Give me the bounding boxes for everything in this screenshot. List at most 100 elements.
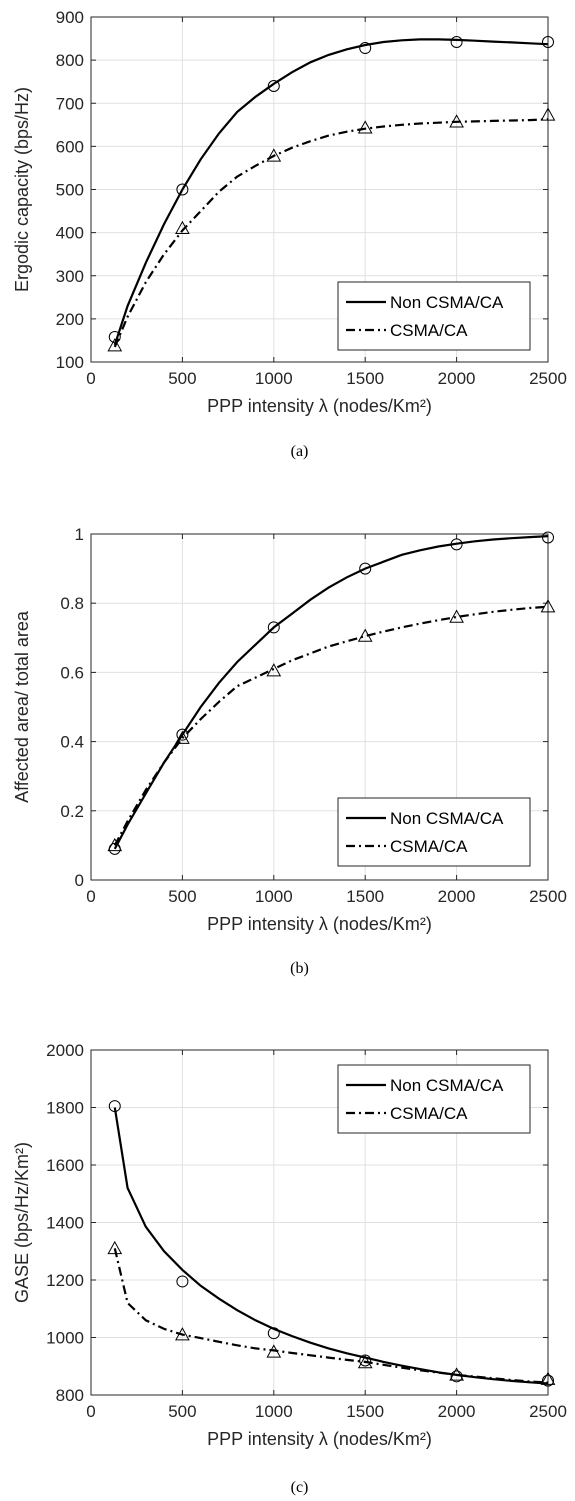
data-point-triangle — [540, 1371, 556, 1385]
x-tick-label: 2000 — [438, 369, 476, 388]
x-axis-label: PPP intensity λ (nodes/Km²) — [207, 1429, 432, 1449]
data-point-triangle — [449, 1367, 464, 1381]
x-axis-label: PPP intensity λ (nodes/Km²) — [207, 396, 432, 416]
data-point-circle — [267, 80, 280, 92]
y-tick-label: 0 — [75, 871, 84, 890]
data-point-triangle — [107, 1240, 123, 1255]
y-tick-label: 1600 — [46, 1156, 84, 1175]
series-line-csma-ca — [113, 1248, 549, 1384]
data-point-circle — [108, 1100, 121, 1113]
legend-label: Non CSMA/CA — [390, 1076, 504, 1095]
x-tick-label: 1000 — [255, 369, 293, 388]
x-tick-label: 1500 — [346, 369, 384, 388]
y-tick-label: 0.8 — [60, 594, 84, 613]
data-point-circle — [176, 728, 189, 741]
legend-box — [337, 797, 531, 867]
series-line-non-csma-ca — [113, 1107, 549, 1385]
series-line-non-csma-ca — [113, 535, 549, 850]
data-point-circle — [542, 531, 554, 544]
legend-label: CSMA/CA — [390, 837, 468, 856]
data-point-circle — [267, 621, 280, 634]
x-tick-label: 500 — [168, 369, 196, 388]
data-point-circle — [267, 1327, 280, 1340]
data-point-circle — [176, 183, 189, 196]
y-axis-label: Ergodic capacity (bps/Hz) — [12, 87, 32, 292]
data-point-circle — [176, 1275, 189, 1288]
y-axis-label: GASE (bps/Hz/Km²) — [12, 1142, 32, 1303]
data-point-circle — [108, 330, 121, 343]
y-tick-label: 100 — [56, 353, 84, 372]
legend-label: CSMA/CA — [390, 1104, 468, 1123]
x-tick-label: 1000 — [255, 887, 293, 906]
data-point-circle — [542, 36, 554, 49]
series-line-non-csma-ca — [113, 38, 549, 346]
data-point-triangle — [357, 120, 373, 134]
y-tick-label: 1200 — [46, 1271, 84, 1290]
data-point-triangle — [449, 609, 464, 623]
data-point-triangle — [266, 1344, 282, 1358]
x-tick-label: 0 — [86, 887, 95, 906]
data-point-triangle — [266, 663, 282, 677]
data-point-circle — [542, 1374, 554, 1387]
data-point-triangle — [357, 1354, 373, 1369]
series-line-csma-ca — [113, 605, 549, 846]
y-tick-label: 500 — [56, 181, 84, 200]
chart-panel-c: 0 500 1000 1500 2000 2500 800 1000 1200 1400 1600 1… — [12, 1041, 567, 1496]
data-point-triangle — [175, 1327, 190, 1341]
y-tick-label: 1400 — [46, 1214, 84, 1233]
y-tick-label: 300 — [56, 267, 84, 286]
y-tick-label: 1800 — [46, 1099, 84, 1118]
x-tick-label: 1500 — [346, 887, 384, 906]
data-point-triangle — [540, 107, 556, 121]
chart-panel-b: 0 500 1000 1500 2000 2500 0 0.2 0.4 0.6 0.8 1 PPP in… — [12, 525, 567, 977]
data-point-triangle — [175, 220, 190, 235]
data-point-triangle — [107, 338, 123, 352]
data-point-circle — [359, 562, 372, 575]
legend-label: CSMA/CA — [390, 321, 468, 340]
legend-box — [337, 1064, 531, 1134]
y-tick-label: 400 — [56, 224, 84, 243]
figure-caption: (a) — [291, 443, 309, 460]
data-point-triangle — [449, 114, 464, 128]
x-axis-label: PPP intensity λ (nodes/Km²) — [207, 914, 432, 934]
y-tick-label: 0.4 — [60, 733, 84, 752]
x-tick-label: 0 — [86, 369, 95, 388]
y-tick-label: 800 — [56, 51, 84, 70]
y-tick-label: 700 — [56, 94, 84, 113]
x-tick-label: 1000 — [255, 1402, 293, 1421]
y-tick-label: 1 — [75, 525, 84, 544]
x-tick-label: 500 — [168, 1402, 196, 1421]
y-tick-label: 900 — [56, 8, 84, 27]
data-point-circle — [450, 538, 463, 551]
data-point-triangle — [107, 837, 123, 852]
x-tick-label: 1500 — [346, 1402, 384, 1421]
data-point-triangle — [175, 730, 190, 744]
y-tick-label: 600 — [56, 137, 84, 156]
x-tick-label: 2500 — [529, 887, 567, 906]
legend-label: Non CSMA/CA — [390, 293, 504, 312]
figure-caption: (b) — [290, 960, 309, 977]
chart-panel-a: 0 500 1000 1500 2000 2500 100 200 300 400 500 600 70… — [12, 8, 567, 460]
figure-caption: (c) — [291, 1479, 309, 1496]
x-tick-label: 0 — [86, 1402, 95, 1421]
data-point-circle — [359, 42, 372, 55]
data-point-triangle — [357, 628, 373, 642]
y-tick-label: 1000 — [46, 1329, 84, 1348]
y-tick-label: 800 — [56, 1386, 84, 1405]
legend-box — [337, 281, 531, 351]
axes-box — [90, 533, 549, 881]
series-line-csma-ca — [113, 118, 549, 348]
y-tick-label: 2000 — [46, 1041, 84, 1060]
data-point-triangle — [266, 148, 282, 162]
y-tick-label: 0.6 — [60, 663, 84, 682]
x-tick-label: 2500 — [529, 1402, 567, 1421]
x-tick-label: 500 — [168, 887, 196, 906]
x-tick-label: 2000 — [438, 1402, 476, 1421]
data-point-triangle — [540, 599, 556, 613]
y-tick-label: 200 — [56, 310, 84, 329]
x-tick-label: 2500 — [529, 369, 567, 388]
y-axis-label: Affected area/ total area — [12, 610, 32, 803]
legend-label: Non CSMA/CA — [390, 809, 504, 828]
data-point-circle — [450, 36, 463, 49]
